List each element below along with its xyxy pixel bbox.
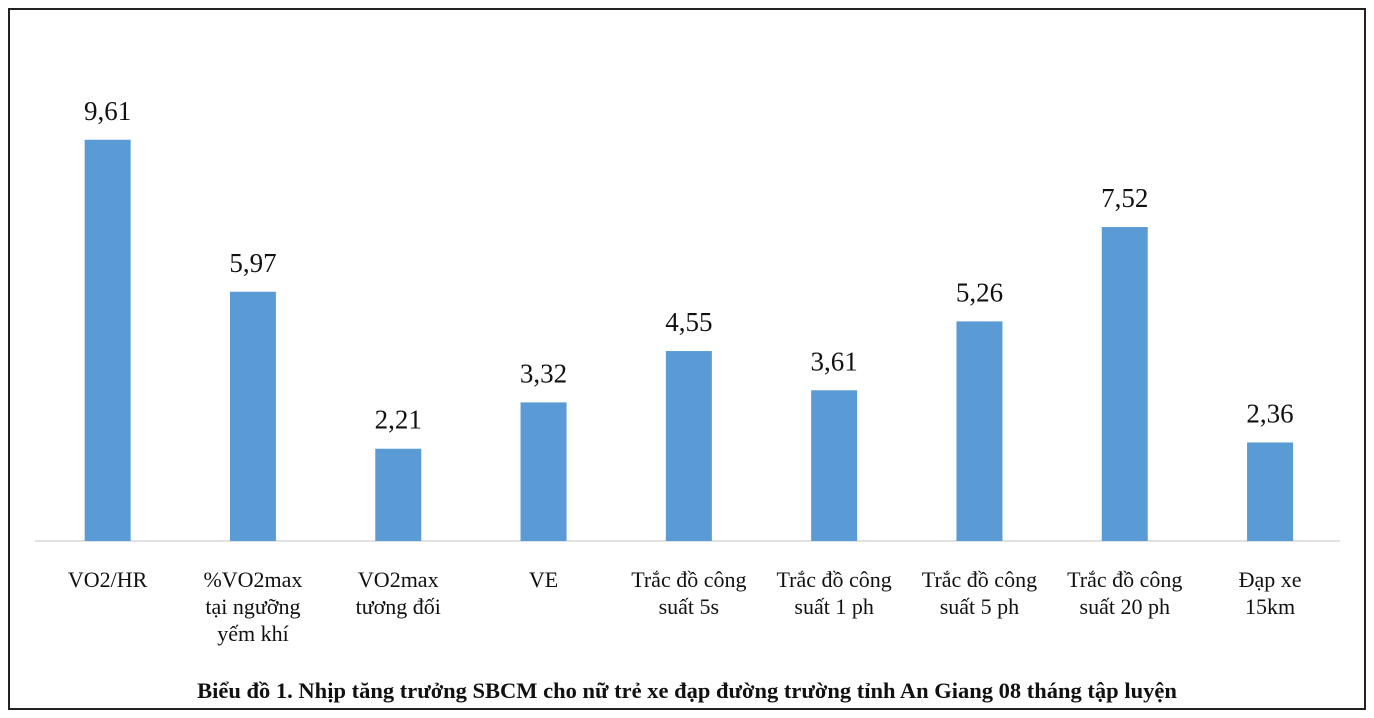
data-label: 3,32 bbox=[520, 358, 567, 388]
bar bbox=[811, 390, 858, 541]
bar bbox=[520, 402, 567, 541]
x-tick-label: VO2max tương đối bbox=[355, 567, 441, 619]
x-tick-label: Trắc đồ công suất 5 ph bbox=[921, 567, 1038, 619]
x-tick-label: Đạp xe 15km bbox=[1238, 567, 1302, 619]
x-tick-label: Trắc đồ công suất 20 ph bbox=[1067, 567, 1183, 619]
x-tick-label: Trắc đồ công suất 1 ph bbox=[776, 567, 892, 619]
chart-title: Biểu đồ 1. Nhịp tăng trưởng SBCM cho nữ … bbox=[197, 678, 1177, 703]
x-tick-label: VO2/HR bbox=[67, 567, 148, 592]
x-tick-label: %VO2max tại ngưỡng yếm khí bbox=[203, 567, 303, 646]
x-tick-label: Trắc đồ công suất 5s bbox=[631, 567, 747, 619]
data-label: 3,61 bbox=[811, 346, 858, 376]
bar bbox=[84, 139, 131, 541]
bar bbox=[956, 321, 1003, 541]
frame bbox=[8, 8, 1366, 710]
x-tick-label: VE bbox=[528, 567, 559, 592]
bar bbox=[665, 351, 712, 541]
data-label: 2,36 bbox=[1246, 398, 1293, 428]
bar bbox=[1101, 227, 1148, 542]
data-label: 7,52 bbox=[1101, 183, 1148, 213]
data-label: 9,61 bbox=[84, 96, 131, 126]
bar bbox=[229, 291, 276, 541]
bar bbox=[1247, 442, 1294, 541]
data-label: 5,97 bbox=[229, 248, 276, 278]
data-label: 2,21 bbox=[375, 405, 422, 435]
data-label: 5,26 bbox=[956, 277, 1003, 307]
data-label: 4,55 bbox=[665, 307, 712, 337]
bar bbox=[375, 448, 422, 541]
